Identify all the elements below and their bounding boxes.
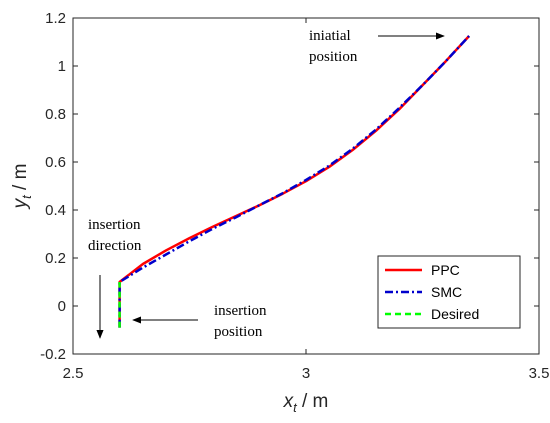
x-axis-label: xt / m: [283, 391, 329, 415]
y-axis-label-unit: / m: [10, 164, 31, 196]
x-tick-label: 3.5: [529, 365, 550, 382]
y-axis-label-sub: t: [19, 194, 34, 199]
annotation-insertion-direction-line1: insertion: [88, 217, 141, 233]
y-axis-label: yt / m: [10, 164, 34, 211]
y-tick-label: 0.4: [45, 202, 66, 219]
annotation-insertion-direction-line2: direction: [88, 238, 142, 254]
annotation-insertion-position-line1: insertion: [214, 303, 267, 319]
legend-label-desired: Desired: [431, 306, 479, 322]
y-tick-label: 0.2: [45, 250, 66, 267]
x-axis-label-sub: t: [293, 400, 298, 415]
legend: PPC SMC Desired: [377, 255, 521, 329]
x-axis-label-var: x: [283, 391, 295, 412]
series-line-smc: [118, 35, 471, 328]
legend-label-smc: SMC: [431, 284, 462, 300]
y-tick-label: 1: [58, 58, 66, 75]
y-tick-label: 1.2: [45, 10, 66, 27]
y-tick-label: 0.6: [45, 154, 66, 171]
annotation-initial-position-line1: iniatial: [309, 28, 351, 44]
axis-ticks: 2.5 3 3.5 -0.2 0 0.2 0.4 0.6 0.8 1 1.2: [40, 10, 549, 382]
legend-label-ppc: PPC: [431, 262, 460, 278]
y-tick-label: -0.2: [40, 346, 66, 363]
y-axis-label-var: y: [10, 197, 31, 210]
x-axis-label-unit: / m: [297, 391, 329, 412]
y-tick-label: 0: [58, 298, 66, 315]
x-tick-label: 3: [302, 365, 310, 382]
x-tick-label: 2.5: [63, 365, 84, 382]
annotation-initial-position-line2: position: [309, 49, 358, 65]
annotation-insertion-position-line2: position: [214, 324, 263, 340]
y-tick-label: 0.8: [45, 106, 66, 123]
series-layer: [118, 35, 471, 328]
